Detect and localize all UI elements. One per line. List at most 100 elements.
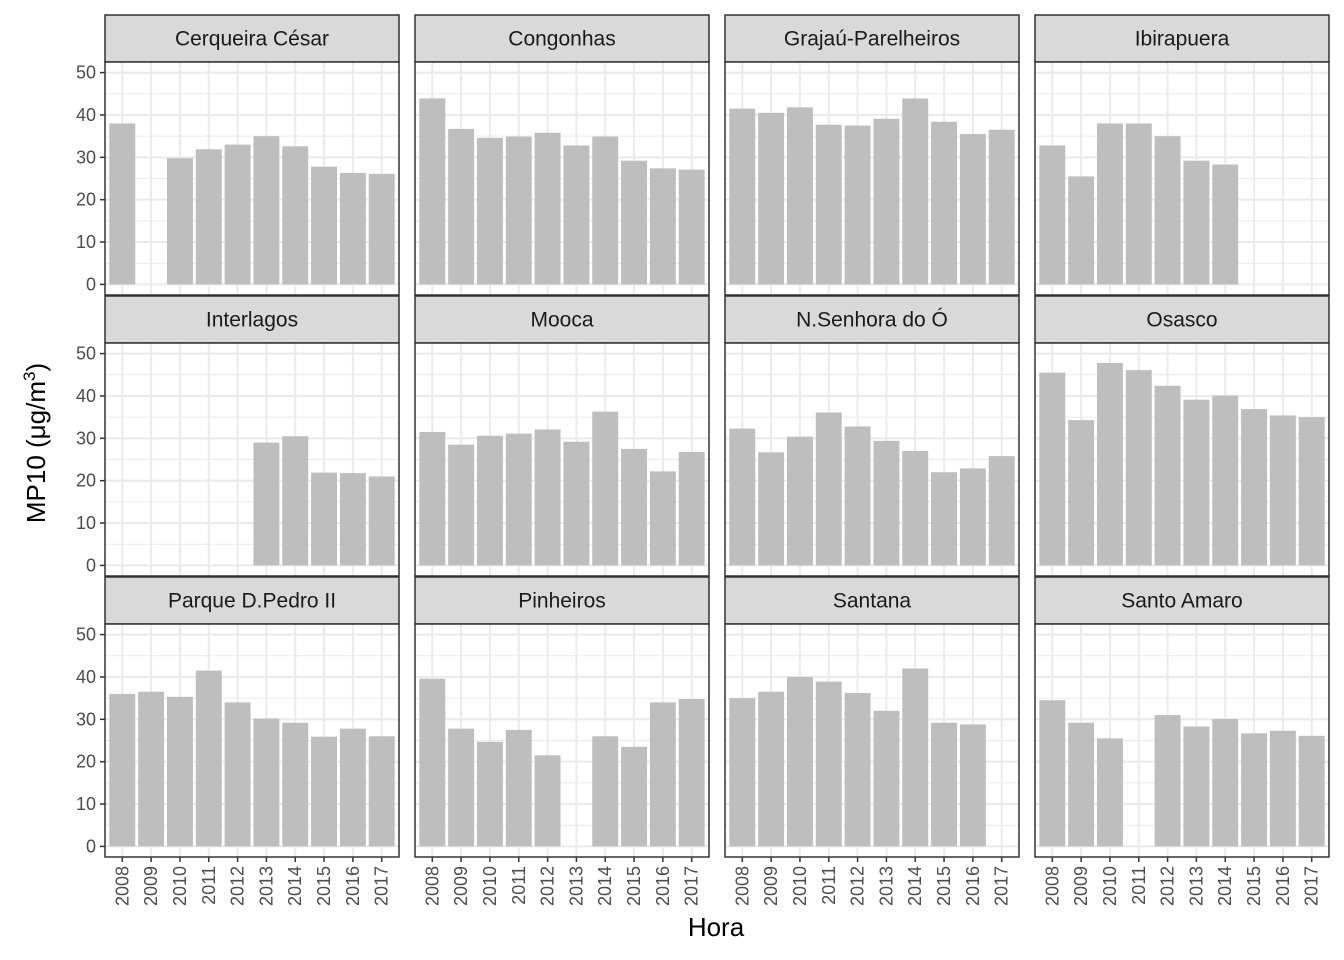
bar <box>815 124 842 285</box>
panel-border <box>724 623 1020 858</box>
bar <box>476 741 503 847</box>
facet-panel: Santo Amaro 2008 2009 2010 2011 2012 2013 2014 2… <box>1034 576 1330 906</box>
facet-strip <box>724 295 1020 344</box>
bar <box>1183 726 1210 847</box>
bar <box>419 98 446 285</box>
bar <box>224 144 251 285</box>
y-tick-label: 0 <box>86 555 96 575</box>
y-tick-label: 40 <box>76 667 96 687</box>
panel-border <box>414 623 710 858</box>
bar <box>253 442 280 566</box>
panel-border <box>1034 61 1330 296</box>
bar <box>448 444 475 566</box>
facet-panel: Mooca <box>414 295 710 577</box>
facet-label: Congonhas <box>508 28 615 51</box>
x-tick-label: 2009 <box>141 866 161 906</box>
y-tick-label: 50 <box>76 344 96 364</box>
bar <box>311 736 338 847</box>
x-tick-label: 2012 <box>228 866 248 906</box>
x-tick-label: 2009 <box>1071 866 1091 906</box>
bar <box>1212 718 1239 847</box>
bar <box>592 136 619 285</box>
bar <box>368 173 395 285</box>
bar <box>419 678 446 847</box>
y-tick-label: 30 <box>76 709 96 729</box>
bar <box>649 702 676 847</box>
facet-strip <box>1034 14 1330 63</box>
bar <box>815 681 842 847</box>
x-tick-label: 2012 <box>848 866 868 906</box>
x-tick-label: 2009 <box>451 866 471 906</box>
bar <box>786 107 813 285</box>
bar <box>311 166 338 285</box>
bar <box>253 136 280 285</box>
x-tick-label: 2012 <box>538 866 558 906</box>
bar <box>844 125 871 285</box>
bar <box>282 722 309 847</box>
y-tick-label: 30 <box>76 147 96 167</box>
bar <box>563 441 590 566</box>
bar <box>729 698 756 847</box>
bar <box>505 729 532 847</box>
bar <box>649 168 676 285</box>
x-tick-label: 2017 <box>992 866 1012 906</box>
bar <box>649 471 676 566</box>
panel-border <box>104 623 400 858</box>
panel-border <box>724 342 1020 577</box>
bar <box>1039 372 1066 566</box>
x-tick-label: 2017 <box>1302 866 1322 906</box>
y-tick-label: 40 <box>76 386 96 406</box>
facet-strip <box>414 14 710 63</box>
bar <box>476 137 503 285</box>
bar <box>1068 176 1095 285</box>
facet-label: Parque D.Pedro II <box>168 590 336 613</box>
bar <box>902 98 929 285</box>
bar <box>1068 420 1095 566</box>
bar <box>1154 136 1181 285</box>
bar <box>166 158 193 285</box>
x-tick-label: 2017 <box>682 866 702 906</box>
facet-panel: Pinheiros 2008 2009 2010 2011 2012 2013 2014 201… <box>414 576 710 906</box>
x-axis-title: Hora <box>688 912 745 942</box>
facet-panel: Parque D.Pedro II 0 10 20 30 40 50 2008 2009 2010… <box>76 576 400 906</box>
bar <box>282 436 309 566</box>
panel-border <box>1034 342 1330 577</box>
facet-strip <box>104 295 400 344</box>
bar <box>592 736 619 847</box>
facet-strip <box>1034 295 1330 344</box>
panel-border <box>104 61 400 296</box>
bar <box>534 132 561 285</box>
bar <box>786 676 813 847</box>
x-tick-label: 2010 <box>480 866 500 906</box>
facet-panel: Osasco <box>1034 295 1330 577</box>
facet-panel: Grajaú-Parelheiros <box>724 14 1020 296</box>
bar <box>1096 123 1123 285</box>
x-tick-label: 2008 <box>732 866 752 906</box>
bar <box>109 693 136 847</box>
x-tick-label: 2015 <box>314 866 334 906</box>
bar <box>678 169 705 285</box>
bar <box>419 431 446 566</box>
bar <box>109 123 136 285</box>
bar <box>368 476 395 566</box>
x-tick-label: 2014 <box>905 866 925 906</box>
facet-label: Grajaú-Parelheiros <box>784 28 960 51</box>
bar <box>873 118 900 285</box>
facet-panel: Congonhas <box>414 14 710 296</box>
bar <box>1298 735 1325 847</box>
facet-panels: Cerqueira César 0 10 20 30 40 50 Congonhas Graja… <box>76 14 1330 906</box>
bar <box>476 435 503 566</box>
bar <box>1154 715 1181 847</box>
bar <box>844 426 871 566</box>
bar <box>931 472 958 566</box>
bar <box>729 108 756 285</box>
bar <box>678 698 705 847</box>
bar <box>729 428 756 566</box>
x-tick-label: 2014 <box>595 866 615 906</box>
bar <box>448 128 475 285</box>
bar <box>534 755 561 847</box>
y-tick-label: 10 <box>76 513 96 533</box>
y-tick-label: 0 <box>86 836 96 856</box>
bar <box>1125 370 1152 566</box>
bar <box>339 172 366 285</box>
